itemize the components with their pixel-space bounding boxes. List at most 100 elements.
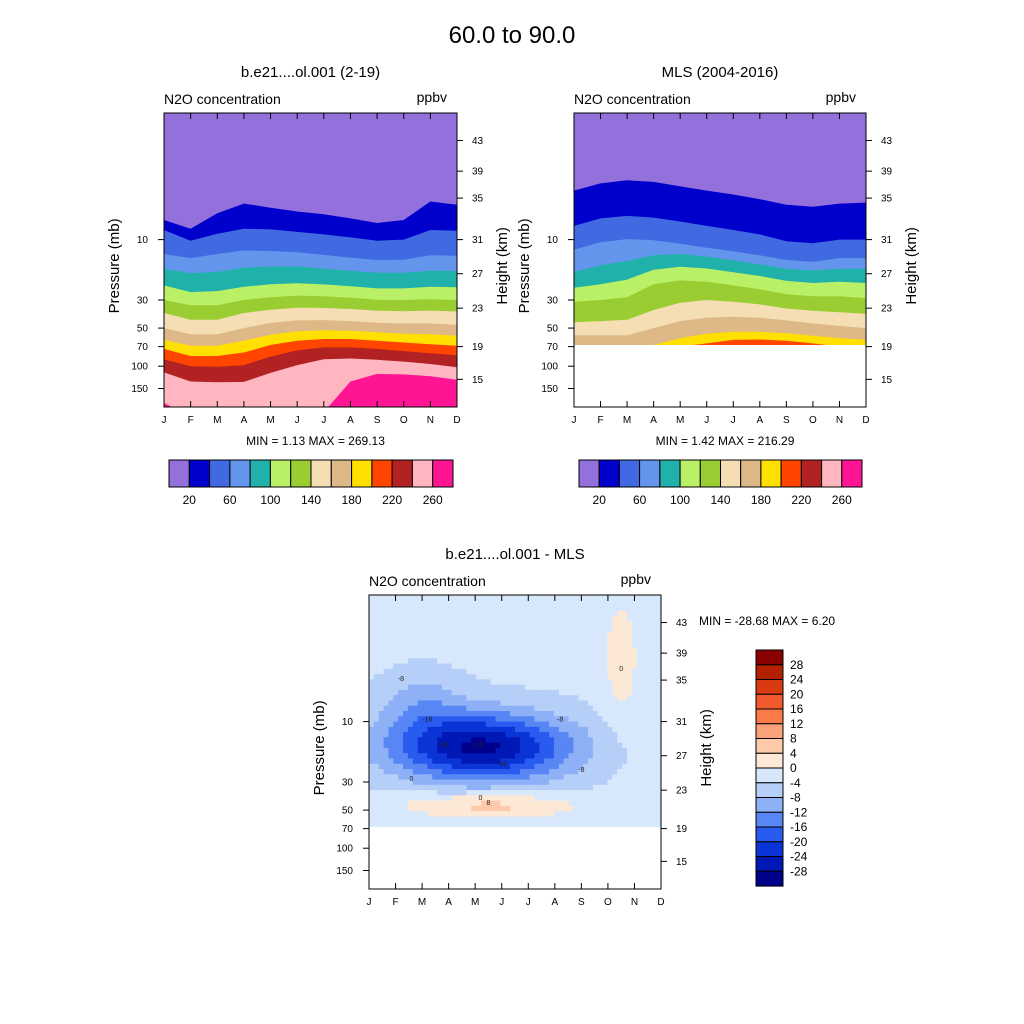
field-cell <box>568 737 574 744</box>
field-cell <box>461 758 467 765</box>
field-cell <box>437 610 443 617</box>
field-cell <box>505 679 511 686</box>
field-cell <box>442 800 448 807</box>
field-cell <box>393 595 399 601</box>
field-cell <box>398 779 404 786</box>
field-cell <box>524 763 531 770</box>
field-cell <box>563 790 570 796</box>
field-cell <box>505 711 511 717</box>
field-cell <box>442 721 448 728</box>
filled-contours <box>164 113 457 407</box>
field-cell <box>568 631 574 638</box>
field-cell <box>597 626 604 633</box>
field-cell <box>607 763 613 770</box>
field-cell <box>563 705 570 712</box>
field-cell <box>490 663 497 670</box>
field-cell <box>641 700 647 707</box>
field-cell <box>437 705 443 712</box>
field-cell <box>544 821 550 828</box>
field-cell <box>417 653 424 659</box>
field-cell <box>612 679 618 686</box>
field-cell <box>578 705 584 712</box>
field-cell <box>524 742 531 749</box>
field-cell <box>485 742 492 749</box>
field-cell <box>403 742 409 749</box>
field-cell <box>510 769 516 775</box>
field-cell <box>636 668 643 675</box>
field-cell <box>373 737 380 744</box>
x-tick-label: J <box>367 897 372 908</box>
field-cell <box>417 779 424 786</box>
field-cell <box>471 763 477 770</box>
field-cell <box>476 774 482 781</box>
field-cell <box>651 753 657 760</box>
field-cell <box>558 721 565 728</box>
field-cell <box>510 653 516 659</box>
field-cell <box>446 763 453 770</box>
field-cell <box>446 637 453 644</box>
field-cell <box>495 668 501 675</box>
field-cell <box>568 626 574 633</box>
field-cell <box>437 795 443 802</box>
field-cell <box>442 679 448 686</box>
field-cell <box>510 811 516 818</box>
field-cell <box>427 763 433 770</box>
field-cell <box>495 700 501 707</box>
field-cell <box>529 763 536 770</box>
field-cell <box>383 811 390 818</box>
field-cell <box>515 800 521 807</box>
field-cell <box>422 779 428 786</box>
field-cell <box>407 737 414 744</box>
field-cell <box>422 642 428 649</box>
field-cell <box>403 595 409 601</box>
field-cell <box>558 674 565 680</box>
field-cell <box>622 653 628 659</box>
field-cell <box>378 679 385 686</box>
field-cell <box>505 600 511 607</box>
field-cell <box>373 716 380 723</box>
field-cell <box>578 737 584 744</box>
field-cell <box>471 779 477 786</box>
field-cell <box>495 742 501 749</box>
field-cell <box>622 705 628 712</box>
field-cell <box>583 732 589 738</box>
field-cell <box>461 774 467 781</box>
field-cell <box>398 742 404 749</box>
field-cell <box>476 711 482 717</box>
field-cell <box>427 658 433 665</box>
field-cell <box>432 716 438 723</box>
field-cell <box>534 769 540 775</box>
field-cell <box>495 695 501 702</box>
field-cell <box>592 684 599 691</box>
field-cell <box>451 784 458 791</box>
field-cell <box>651 711 657 717</box>
field-cell <box>588 758 594 765</box>
field-cell <box>583 631 589 638</box>
field-cell <box>529 737 536 744</box>
field-cell <box>636 637 643 644</box>
field-cell <box>529 610 536 617</box>
field-cell <box>393 663 399 670</box>
field-cell <box>622 695 628 702</box>
height-tick-label: 15 <box>881 375 893 386</box>
min-max-stats: MIN = 1.13 MAX = 269.13 <box>246 434 385 448</box>
field-cell <box>524 631 531 638</box>
field-cell <box>612 668 618 675</box>
field-cell <box>519 647 526 654</box>
field-cell <box>573 616 579 622</box>
field-cell <box>515 779 521 786</box>
field-cell <box>534 726 540 733</box>
field-cell <box>641 647 647 654</box>
field-cell <box>403 805 409 812</box>
field-cell <box>597 816 604 823</box>
field-cell <box>471 668 477 675</box>
field-cell <box>383 616 390 622</box>
field-cell <box>510 816 516 823</box>
field-cell <box>617 700 623 707</box>
field-cell <box>500 700 506 707</box>
units-label: ppbv <box>826 89 856 105</box>
field-cell <box>578 658 584 665</box>
field-cell <box>432 684 438 691</box>
field-cell <box>388 737 394 744</box>
field-cell <box>597 668 604 675</box>
